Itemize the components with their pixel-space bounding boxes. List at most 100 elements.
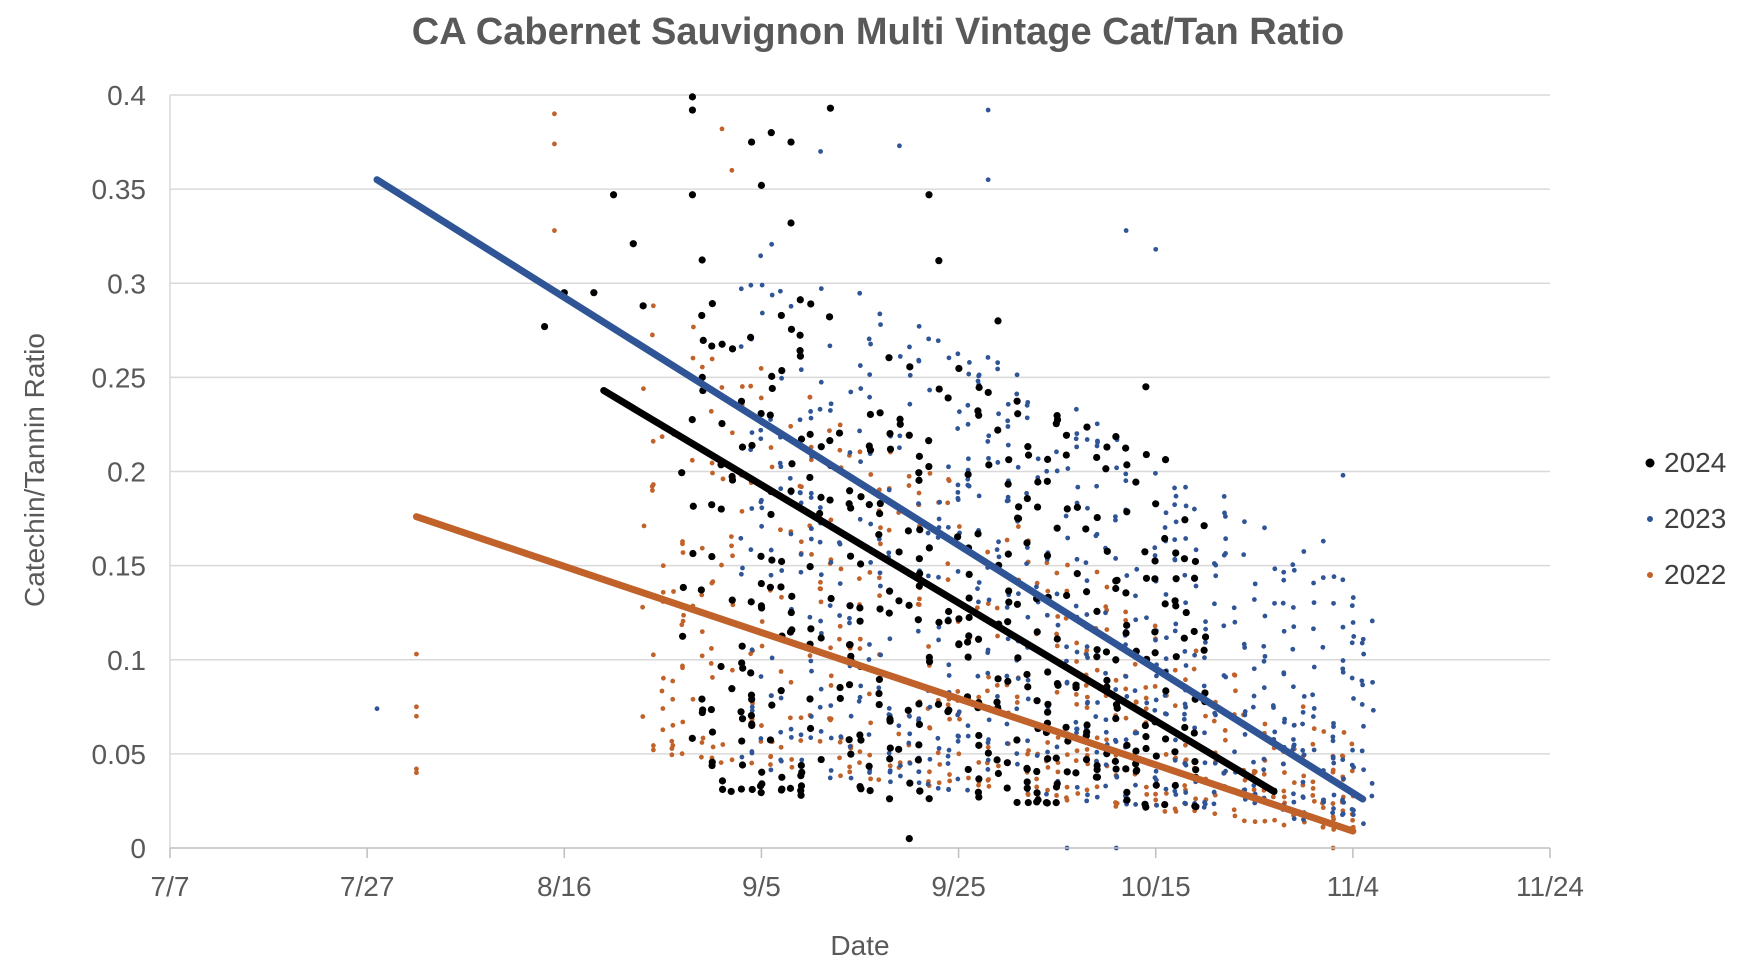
data-point	[828, 401, 834, 407]
data-point	[1331, 792, 1337, 798]
data-point	[1144, 615, 1149, 621]
data-point	[708, 408, 714, 414]
data-point	[808, 735, 814, 741]
legend-marker	[1647, 572, 1653, 578]
data-point	[689, 549, 697, 558]
data-point	[1163, 786, 1169, 792]
data-point	[904, 527, 912, 535]
data-point	[799, 484, 804, 490]
data-point	[1103, 547, 1111, 555]
data-point	[787, 325, 796, 333]
data-point	[837, 755, 842, 761]
data-point	[690, 355, 696, 361]
data-point	[1183, 600, 1189, 606]
data-point	[808, 714, 814, 719]
data-point	[887, 768, 893, 773]
data-point	[866, 657, 872, 662]
data-point	[916, 490, 922, 496]
data-point	[994, 547, 1000, 553]
data-point	[1281, 794, 1287, 800]
data-point	[935, 257, 943, 265]
data-point	[1112, 584, 1120, 593]
data-point	[1291, 780, 1297, 786]
data-point	[817, 755, 825, 764]
data-point	[935, 735, 941, 741]
data-point	[1024, 798, 1032, 807]
data-point	[1133, 617, 1139, 623]
data-point	[914, 616, 922, 624]
data-point	[965, 570, 973, 579]
data-point	[708, 661, 714, 666]
data-point	[1063, 513, 1069, 519]
data-point	[817, 738, 823, 744]
data-point	[817, 493, 825, 501]
data-point	[876, 575, 882, 581]
data-point	[1082, 588, 1091, 596]
data-point	[1033, 628, 1041, 636]
data-point	[1193, 796, 1199, 802]
data-point	[975, 605, 980, 611]
data-point	[906, 740, 912, 746]
data-point	[1242, 645, 1248, 650]
data-point	[818, 286, 824, 292]
data-point	[758, 780, 766, 788]
data-point	[650, 488, 655, 493]
data-point	[1114, 773, 1120, 779]
data-point	[669, 746, 675, 751]
chart-title: CA Cabernet Sauvignon Multi Vintage Cat/…	[412, 11, 1344, 53]
data-point	[806, 473, 814, 482]
data-point	[994, 675, 1002, 683]
data-point	[1242, 519, 1247, 525]
data-point	[944, 617, 952, 625]
data-point	[916, 769, 922, 775]
data-point	[818, 579, 823, 585]
data-point	[1004, 677, 1012, 685]
data-point	[748, 282, 754, 288]
data-point	[1361, 767, 1367, 773]
data-point	[1055, 622, 1061, 628]
data-point	[759, 310, 765, 316]
y-tick-label: 0.35	[92, 174, 147, 205]
data-point	[1112, 656, 1120, 664]
data-point	[1251, 597, 1257, 602]
data-point	[898, 763, 903, 769]
data-point	[1113, 739, 1119, 744]
data-point	[1301, 549, 1307, 554]
data-point	[995, 360, 1001, 366]
data-point	[1172, 653, 1180, 661]
data-point	[1043, 455, 1052, 464]
data-point	[826, 496, 834, 504]
data-point	[1192, 766, 1200, 774]
data-point	[846, 487, 854, 495]
data-point	[986, 455, 991, 461]
data-point	[1093, 765, 1101, 774]
data-point	[866, 410, 875, 419]
data-point	[1005, 424, 1011, 429]
data-point	[885, 609, 893, 617]
data-point	[1023, 494, 1031, 503]
data-point	[809, 668, 814, 674]
data-point	[1084, 652, 1089, 658]
data-point	[747, 598, 755, 606]
data-point	[777, 311, 785, 320]
data-point	[1084, 437, 1090, 442]
data-point	[1163, 510, 1169, 516]
data-point	[1004, 673, 1010, 679]
data-point	[1152, 781, 1160, 789]
data-point	[818, 618, 824, 624]
data-point	[1330, 769, 1336, 775]
data-point	[886, 487, 892, 493]
data-point	[809, 552, 814, 557]
data-point	[868, 341, 873, 347]
data-point	[758, 253, 764, 259]
data-point	[1183, 790, 1189, 795]
data-point	[1311, 626, 1316, 632]
data-point	[1202, 655, 1207, 661]
data-point	[957, 716, 962, 722]
data-point	[1025, 677, 1031, 683]
data-point	[1123, 609, 1129, 615]
data-point	[996, 554, 1002, 560]
data-point	[916, 323, 922, 329]
data-point	[966, 371, 972, 377]
data-point	[1183, 503, 1189, 509]
